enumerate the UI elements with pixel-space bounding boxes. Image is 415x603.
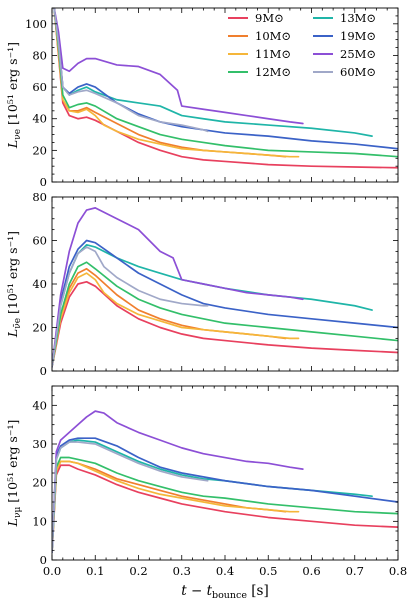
y-tick-label: 60 — [32, 80, 47, 94]
y-label-symbol: L — [5, 329, 20, 338]
legend-item-25M: 25M⊙ — [313, 47, 376, 61]
legend-label: 12M⊙ — [255, 65, 291, 79]
series-group — [52, 207, 398, 368]
x-tick-label: 0.3 — [173, 564, 191, 578]
x-axis-label: t − tbounce [s] — [181, 583, 269, 601]
y-tick-label: 80 — [32, 48, 47, 62]
y-tick-label: 40 — [32, 112, 47, 126]
panel-2: 0 20 40 60 80 Lν̄e [10⁵¹ erg s⁻¹] — [5, 190, 399, 378]
legend-label: 9M⊙ — [255, 11, 284, 25]
series-line-12M — [52, 261, 398, 368]
series-line-19M — [52, 239, 398, 368]
y-tick-label: 10 — [32, 514, 47, 528]
x-label-main: t − t — [181, 583, 212, 599]
legend-item-10M: 10M⊙ — [228, 29, 291, 43]
x-tick-label: 0.5 — [259, 564, 277, 578]
series-line-9M — [52, 280, 398, 368]
series-group — [53, 8, 398, 169]
series-line-60M — [52, 441, 209, 554]
legend-item-19M: 19M⊙ — [313, 29, 376, 43]
legend-item-9M: 9M⊙ — [228, 11, 284, 25]
series-line-12M — [53, 8, 398, 158]
legend-label: 60M⊙ — [340, 65, 376, 79]
y-tick-label: 20 — [32, 321, 47, 335]
legend-label: 11M⊙ — [255, 47, 291, 61]
legend-label: 10M⊙ — [255, 29, 291, 43]
series-line-25M — [52, 410, 304, 554]
y-label-symbol: L — [5, 140, 20, 149]
y-tick-label: 40 — [32, 398, 47, 412]
chart-legend: 9M⊙ 10M⊙ 11M⊙ 12M⊙ 13M⊙ 19M⊙ 25M⊙ 60M⊙ — [228, 11, 376, 79]
x-tick-label: 0.0 — [43, 564, 61, 578]
x-tick-label: 0.1 — [86, 564, 104, 578]
y-tick-label: 60 — [32, 234, 47, 248]
y-tick-label: 30 — [32, 437, 47, 451]
legend-item-60M: 60M⊙ — [313, 65, 376, 79]
series-line-25M — [53, 8, 304, 125]
legend-item-13M: 13M⊙ — [313, 11, 376, 25]
legend-item-12M: 12M⊙ — [228, 65, 291, 79]
legend-label: 25M⊙ — [340, 47, 376, 61]
y-tick-label: 40 — [32, 277, 47, 291]
y-tick-label: 80 — [32, 190, 47, 204]
legend-label: 13M⊙ — [340, 11, 376, 25]
series-line-60M — [53, 8, 209, 133]
x-label-subscript: bounce — [212, 590, 247, 601]
y-label-unit: [10⁵¹ erg s⁻¹] — [5, 42, 20, 129]
legend-item-11M: 11M⊙ — [228, 47, 291, 61]
x-tick-label: 0.2 — [129, 564, 147, 578]
series-line-9M — [52, 464, 398, 554]
x-tick-label: 0.7 — [346, 564, 364, 578]
y-tick-label: 0 — [40, 364, 47, 378]
y-tick-label: 0 — [40, 175, 47, 189]
series-line-11M — [52, 460, 300, 554]
series-line-60M — [52, 246, 209, 368]
x-label-unit: [s] — [247, 583, 269, 599]
y-axis-label: Lνμ [10⁵¹ erg s⁻¹] — [5, 420, 23, 528]
y-tick-label: 20 — [32, 143, 47, 157]
series-line-25M — [52, 207, 304, 368]
series-line-9M — [53, 8, 398, 169]
y-tick-label: 20 — [32, 476, 47, 490]
y-label-unit: [10⁵¹ erg s⁻¹] — [5, 420, 20, 507]
series-line-19M — [52, 437, 398, 554]
y-label-subscript: νe — [13, 129, 23, 140]
series-line-10M — [52, 460, 287, 554]
y-axis-label: Lν̄e [10⁵¹ erg s⁻¹] — [5, 231, 23, 338]
series-group — [52, 410, 398, 554]
y-tick-label: 0 — [40, 553, 47, 567]
series-line-11M — [53, 8, 300, 158]
y-tick-label: 100 — [25, 17, 47, 31]
x-tick-label: 0.8 — [389, 564, 407, 578]
legend-label: 19M⊙ — [340, 29, 376, 43]
x-tick-label: 0.6 — [302, 564, 320, 578]
y-label-subscript: νμ — [13, 507, 23, 518]
x-tick-label: 0.4 — [216, 564, 234, 578]
y-label-unit: [10⁵¹ erg s⁻¹] — [5, 231, 20, 318]
y-label-symbol: L — [5, 518, 20, 527]
panel-3: 0 10 20 30 40 0.0 0.1 0.2 0.3 0.4 0.5 0.6 0.7 0.8 Lνμ … — [5, 385, 407, 578]
series-line-10M — [52, 267, 287, 368]
y-label-subscript: ν̄e — [13, 318, 23, 329]
y-axis-label: Lνe [10⁵¹ erg s⁻¹] — [5, 42, 23, 149]
series-line-12M — [52, 456, 398, 554]
series-line-11M — [52, 272, 300, 368]
